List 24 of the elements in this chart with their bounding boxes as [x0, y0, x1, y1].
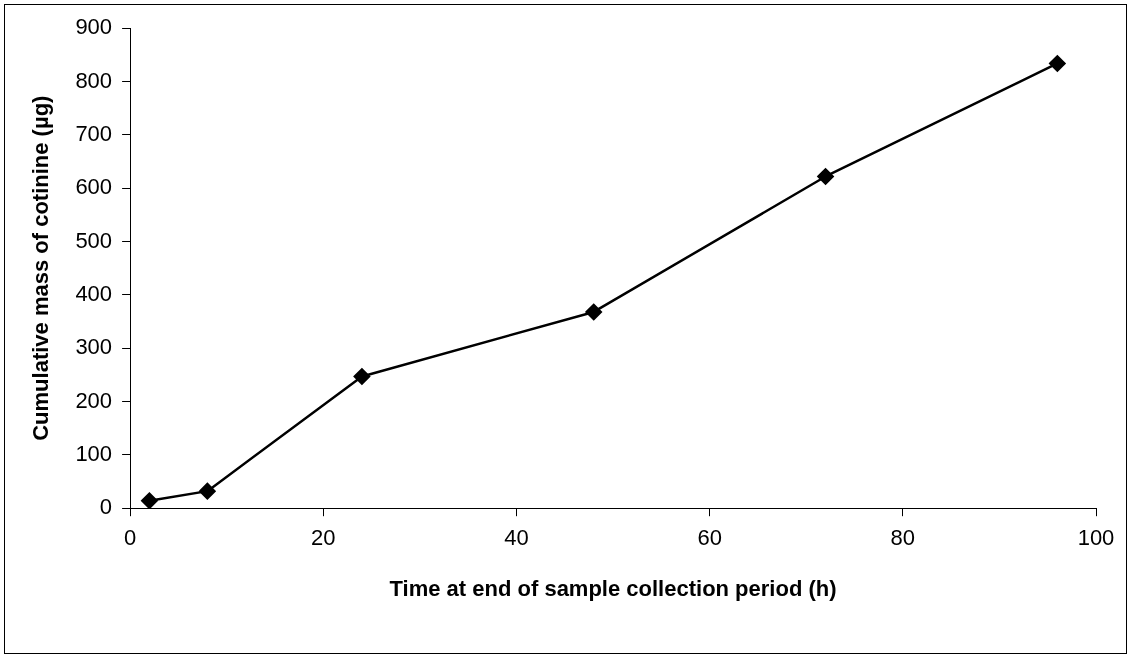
- y-tick-label: 0: [99, 494, 113, 520]
- point: [141, 492, 158, 509]
- y-axis-title: Cumulative mass of cotinine (µg): [28, 95, 54, 441]
- x-axis-title: Time at end of sample collection period (h): [389, 575, 837, 601]
- y-tick-label: 200: [75, 387, 113, 413]
- x-tick-label: 60: [697, 525, 722, 551]
- y-tick-label: 100: [75, 440, 113, 466]
- point: [199, 482, 216, 500]
- x-tick-label: 40: [504, 525, 529, 551]
- y-tick-label: 300: [75, 334, 113, 360]
- x-tick-label: 100: [1077, 525, 1115, 551]
- point: [1049, 55, 1066, 72]
- y-tick-label: 800: [75, 67, 113, 93]
- y-tick-label: 500: [75, 227, 113, 253]
- x-tick-label: 20: [311, 525, 336, 551]
- y-tick-label: 400: [75, 280, 113, 306]
- y-tick-label: 700: [75, 120, 113, 146]
- y-tick-label: 600: [75, 174, 113, 200]
- point: [353, 368, 371, 385]
- y-tick-label: 900: [75, 14, 113, 40]
- point: [817, 168, 834, 185]
- x-tick-label: 0: [123, 525, 137, 551]
- x-tick-label: 80: [890, 525, 916, 551]
- point: [585, 303, 602, 321]
